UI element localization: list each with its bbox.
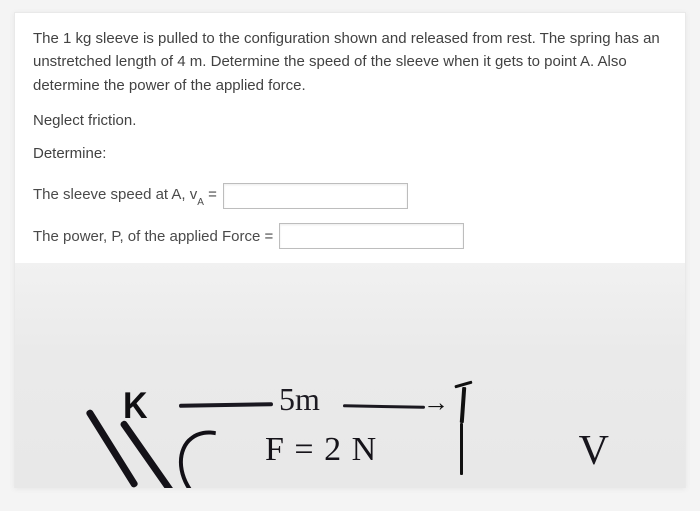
dimension-label: 5m (279, 381, 320, 418)
speed-answer-row: The sleeve speed at A, vA = (33, 183, 667, 209)
dim-bar-left (179, 402, 273, 408)
problem-card: The 1 kg sleeve is pulled to the configu… (14, 12, 686, 488)
dim-end-tick (460, 387, 467, 423)
speed-input[interactable] (223, 183, 408, 209)
speed-label-pre: The sleeve speed at A, v (33, 186, 197, 203)
arrow-right-icon: → (423, 387, 449, 418)
force-label: F = 2 N (265, 431, 377, 469)
power-answer-row: The power, P, of the applied Force = (33, 223, 667, 249)
power-input[interactable] (279, 223, 464, 249)
dimension-line: K 5m → (123, 373, 473, 413)
speed-label-post: = (204, 186, 217, 203)
right-symbol: V (579, 427, 609, 475)
speed-label: The sleeve speed at A, vA = (33, 186, 217, 206)
right-tick-mark (460, 423, 463, 475)
spring-curve (163, 415, 274, 488)
neglect-friction: Neglect friction. (33, 109, 667, 132)
problem-figure: K 5m → F = 2 N V (15, 263, 685, 488)
power-label: The power, P, of the applied Force = (33, 228, 273, 245)
determine-heading: Determine: (33, 142, 667, 165)
dim-bar-right (343, 405, 425, 409)
problem-statement: The 1 kg sleeve is pulled to the configu… (33, 27, 667, 97)
speed-label-sub: A (197, 197, 204, 208)
